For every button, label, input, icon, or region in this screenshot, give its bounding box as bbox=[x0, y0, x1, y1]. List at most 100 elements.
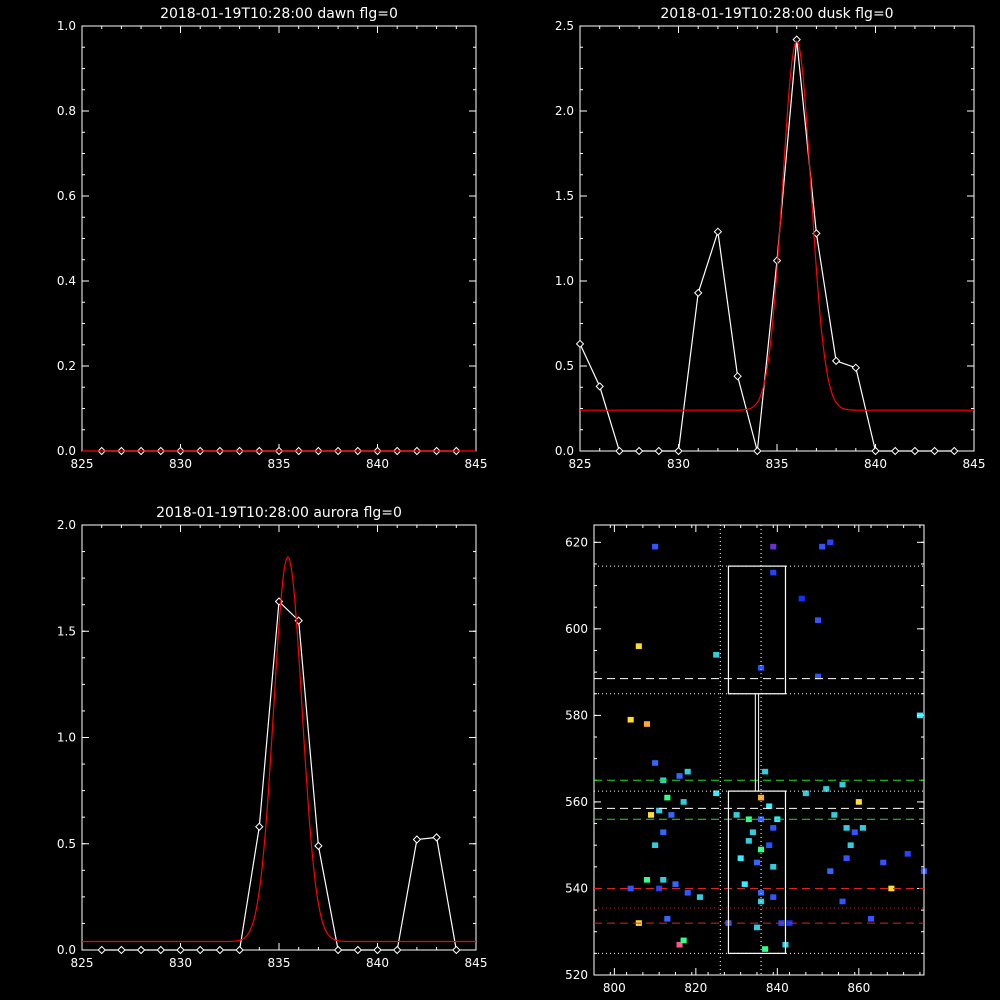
heatmap-cell bbox=[672, 881, 679, 887]
heatmap-cell bbox=[757, 664, 765, 671]
data-point bbox=[753, 446, 762, 456]
region-box bbox=[727, 790, 787, 954]
x-tick-label: 825 bbox=[71, 457, 94, 471]
heatmap-cell bbox=[843, 825, 850, 831]
heatmap-cell bbox=[847, 842, 854, 849]
heatmap-cell bbox=[888, 885, 895, 892]
data-point bbox=[615, 446, 624, 456]
heatmap-cell bbox=[839, 898, 846, 905]
y-tick-label: 0.5 bbox=[555, 359, 574, 373]
heatmap-cell bbox=[819, 543, 826, 550]
x-tick-label: 840 bbox=[864, 457, 887, 471]
heatmap-cell bbox=[684, 889, 691, 896]
heatmap-cell bbox=[652, 760, 659, 766]
heatmap-cell bbox=[664, 794, 671, 801]
x-tick-label: 845 bbox=[465, 956, 488, 970]
data-point bbox=[910, 446, 920, 456]
heatmap-cell bbox=[766, 803, 773, 810]
x-tick-label: 845 bbox=[963, 457, 986, 471]
data-point bbox=[392, 945, 402, 955]
data-point bbox=[97, 945, 106, 955]
data-point bbox=[156, 945, 166, 955]
y-tick-label: 1.5 bbox=[555, 189, 574, 203]
x-tick-label: 830 bbox=[169, 457, 192, 471]
data-point bbox=[950, 446, 959, 456]
heatmap-cell bbox=[680, 937, 687, 944]
data-point bbox=[792, 35, 801, 44]
chart-title: 2018-01-19T10:28:00 dusk flg=0 bbox=[660, 6, 893, 22]
data-point bbox=[235, 945, 244, 955]
data-point bbox=[353, 945, 363, 955]
data-point bbox=[412, 835, 422, 844]
data-point bbox=[693, 288, 703, 298]
dusk-chart: 2018-01-19T10:28:00 dusk flg=0 825 830 835 8… bbox=[555, 6, 986, 471]
heatmap-cell bbox=[753, 924, 761, 931]
heatmap-cell bbox=[627, 716, 634, 723]
heatmap-cell bbox=[652, 842, 659, 849]
heatmap-cell bbox=[831, 812, 838, 818]
heatmap-cell bbox=[904, 851, 911, 857]
heatmap-cell bbox=[627, 885, 634, 892]
y-tick-label: 1.0 bbox=[555, 274, 574, 288]
data-point bbox=[117, 945, 126, 955]
y-tick-label: 540 bbox=[565, 881, 588, 895]
data-point bbox=[373, 945, 382, 955]
data-point bbox=[733, 371, 742, 381]
data-point bbox=[930, 446, 939, 456]
chart-title: 2018-01-19T10:28:00 aurora flg=0 bbox=[156, 505, 402, 521]
heatmap-cell bbox=[745, 816, 752, 823]
data-point bbox=[575, 339, 585, 349]
data-point bbox=[831, 356, 841, 366]
data-point bbox=[674, 446, 683, 456]
heatmap-cell bbox=[827, 539, 834, 546]
heatmap-cell bbox=[647, 812, 655, 818]
heatmap-cell bbox=[880, 859, 887, 866]
y-tick-label: 0.8 bbox=[57, 104, 76, 118]
heatmap-cell bbox=[733, 812, 740, 818]
x-tick-label: 835 bbox=[268, 457, 291, 471]
x-tick-label: 840 bbox=[366, 457, 389, 471]
x-tick-label: 835 bbox=[268, 956, 291, 970]
y-tick-label: 1.0 bbox=[57, 731, 76, 745]
heatmap-cell bbox=[668, 812, 675, 818]
heatmap-cell bbox=[762, 768, 769, 775]
x-tick-label: 800 bbox=[603, 981, 626, 995]
heatmap-cell bbox=[656, 807, 663, 814]
y-tick-label: 0.5 bbox=[57, 837, 76, 851]
plot-frame bbox=[593, 524, 925, 976]
heatmap-cell bbox=[770, 569, 777, 576]
dawn-chart: 2018-01-19T10:28:00 dawn flg=0 825 830 835 8… bbox=[57, 6, 488, 471]
aurora-chart: 2018-01-19T10:28:00 aurora flg=0 825 830 83… bbox=[57, 505, 488, 970]
y-tick-label: 1.5 bbox=[57, 624, 76, 638]
heatmap-cell bbox=[684, 768, 691, 775]
y-tick-label: 2.5 bbox=[555, 19, 574, 33]
x-tick-label: 860 bbox=[847, 981, 870, 995]
heatmap-cell bbox=[676, 941, 683, 948]
heatmap-cell bbox=[802, 790, 809, 797]
heatmap-cell bbox=[652, 543, 659, 550]
heatmap-cell bbox=[643, 876, 651, 883]
heatmap-cell bbox=[757, 889, 765, 896]
plot-frame bbox=[81, 25, 477, 452]
data-point bbox=[452, 945, 461, 955]
heatmap-cell bbox=[660, 829, 667, 836]
y-tick-label: 0.2 bbox=[57, 359, 76, 373]
y-tick-label: 0.0 bbox=[57, 943, 76, 957]
heatmap-cell bbox=[766, 842, 773, 849]
y-tick-label: 0.0 bbox=[57, 444, 76, 458]
y-tick-label: 0.0 bbox=[555, 444, 574, 458]
y-tick-label: 2.0 bbox=[57, 518, 76, 532]
data-point bbox=[136, 945, 146, 955]
heatmap-cell bbox=[753, 859, 761, 866]
data-point bbox=[654, 446, 664, 456]
data-point bbox=[890, 446, 900, 456]
x-tick-label: 840 bbox=[766, 981, 789, 995]
heatmap-cell bbox=[745, 838, 752, 844]
heatmap-cell bbox=[770, 894, 777, 900]
y-tick-label: 600 bbox=[565, 622, 588, 636]
data-point bbox=[634, 446, 644, 456]
heatmap-cell bbox=[664, 915, 671, 922]
heatmap-cell bbox=[770, 825, 777, 831]
data-point bbox=[255, 822, 264, 831]
